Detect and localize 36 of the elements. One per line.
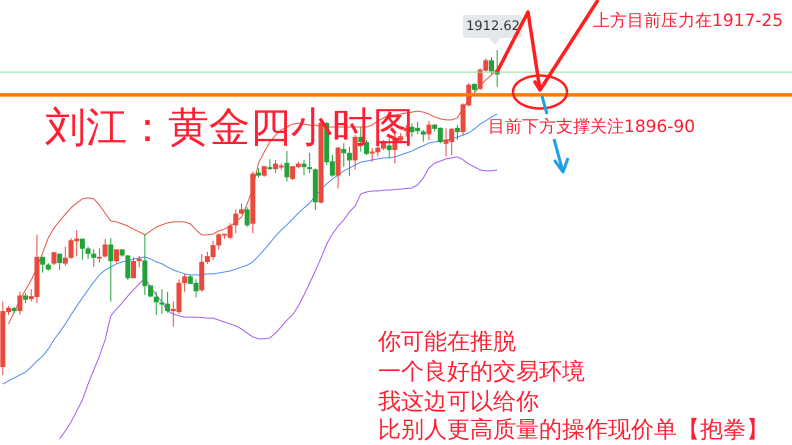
candlestick	[125, 254, 130, 281]
candlestick	[114, 248, 119, 264]
candlestick	[51, 251, 56, 266]
candlestick	[40, 256, 46, 274]
candlestick	[454, 124, 460, 141]
candlestick	[346, 146, 352, 177]
candlestick	[96, 248, 102, 264]
candlestick	[62, 246, 68, 267]
candlestick	[301, 159, 306, 176]
candlestick	[262, 166, 267, 178]
candlestick	[182, 273, 188, 292]
text: 比别人更高质量的操作现价单【抱拳】	[378, 417, 769, 443]
candlestick	[80, 238, 85, 260]
candlestick	[108, 238, 114, 302]
candlestick	[136, 256, 142, 268]
candlestick	[244, 206, 250, 228]
candlestick	[23, 292, 28, 304]
candlestick	[284, 150, 290, 182]
candlestick	[131, 256, 136, 279]
candlestick	[256, 168, 262, 178]
candlestick	[420, 129, 426, 142]
text: 上方目前压力在1917-25	[593, 11, 784, 31]
candlestick	[307, 152, 312, 174]
text: 我这边可以给你	[378, 389, 539, 415]
text: 1912.62	[466, 19, 520, 34]
candlestick	[102, 238, 108, 258]
candlestick	[238, 202, 244, 215]
candlestick	[17, 291, 22, 316]
annotation: 你可能在推脱	[377, 329, 516, 355]
candlestick	[267, 158, 272, 170]
candlestick	[233, 208, 238, 234]
candlestick	[57, 254, 62, 271]
annotation: 目前下方支撑关注1896-90	[488, 117, 696, 137]
candlestick	[154, 291, 159, 316]
candlestick	[426, 120, 432, 141]
annotation: 一个良好的交易环境	[378, 359, 585, 385]
